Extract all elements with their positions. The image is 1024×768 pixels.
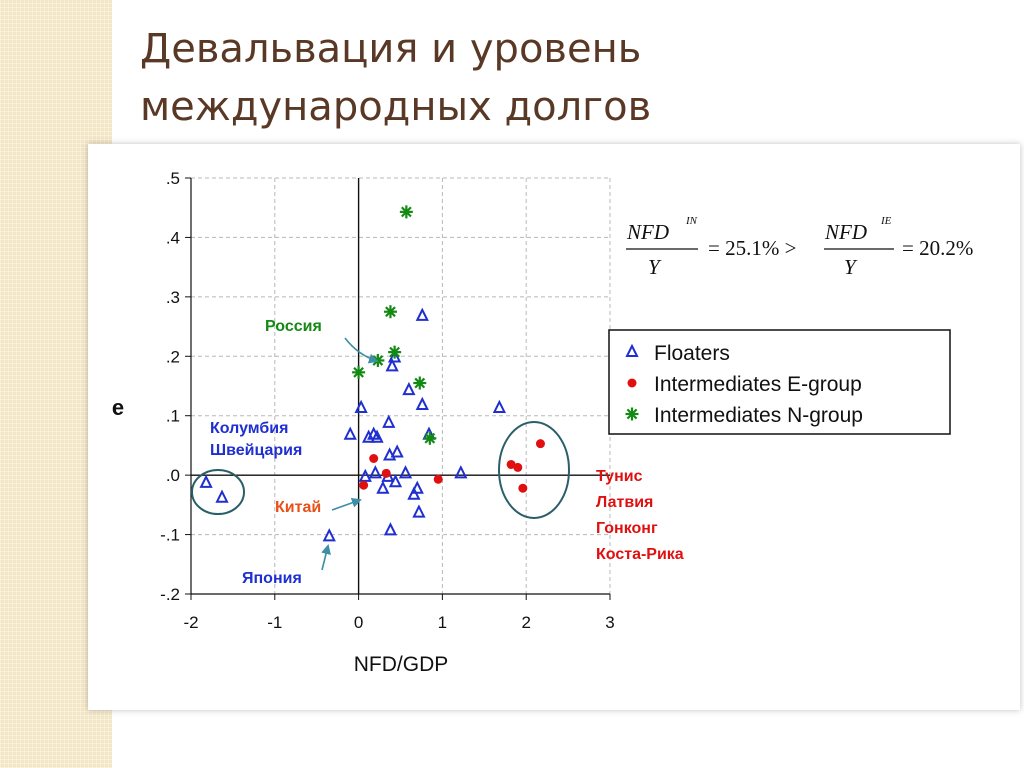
- floater-point: [415, 396, 429, 411]
- e-group-point: [369, 454, 379, 464]
- label-switzerland: Швейцария: [210, 442, 302, 459]
- legend-label: Floaters: [654, 342, 730, 365]
- x-tick-label: 0: [354, 613, 363, 632]
- n-group-point: [423, 431, 437, 445]
- label-japan: Япония: [242, 570, 302, 587]
- floater-point: [322, 528, 336, 542]
- e-group-point: [359, 480, 369, 490]
- floater-point: [412, 504, 426, 518]
- x-tick-label: 2: [521, 613, 530, 632]
- label-tunisia: Тунис: [596, 468, 643, 485]
- legend-marker-star: [625, 407, 639, 421]
- label-colombia: Колумбия: [210, 420, 288, 437]
- ellipse-outliers-right: [498, 421, 570, 519]
- x-tick-label: -2: [183, 613, 198, 632]
- formula-result: = 20.2%: [902, 236, 973, 260]
- floater-point: [368, 465, 382, 479]
- legend: Floaters Intermediates E-group Intermediat…: [608, 329, 951, 435]
- ellipse-outliers-left: [191, 469, 245, 515]
- floater-point: [415, 307, 429, 321]
- axes: [190, 178, 610, 595]
- y-tick-label: -.2: [160, 585, 180, 604]
- y-tick-label: .2: [166, 347, 180, 366]
- n-group-point: [399, 205, 413, 219]
- y-tick-label: .0: [166, 466, 180, 485]
- label-hongkong: Гонконг: [596, 520, 658, 537]
- x-tick-label: -1: [267, 613, 282, 632]
- slide-title-line-1: Девальвация и уровень: [140, 26, 642, 72]
- legend-marker-circle: [627, 378, 637, 388]
- e-group-point: [513, 462, 523, 472]
- e-group-point: [518, 483, 528, 493]
- n-group-point: [352, 365, 366, 379]
- floater-point: [343, 426, 357, 440]
- floater-point: [398, 465, 413, 479]
- label-russia: Россия: [265, 318, 322, 335]
- floater-point: [410, 480, 424, 494]
- formula-superscript-1: IN: [685, 215, 698, 227]
- floater-point: [402, 381, 416, 396]
- e-group-point: [535, 439, 545, 449]
- x-axis-label: NFD/GDP: [354, 653, 449, 676]
- e-group-point: [381, 468, 391, 478]
- y-tick-label: .4: [166, 228, 180, 247]
- floater-point: [358, 468, 372, 482]
- country-annotations: Россия Колумбия Швейцария Китай Япония Т…: [210, 318, 684, 587]
- legend-items: Floaters Intermediates E-group Intermediat…: [625, 342, 863, 427]
- data-points: [199, 205, 545, 542]
- floater-point: [215, 489, 229, 503]
- y-tick-label: -.1: [160, 526, 180, 545]
- n-group-point: [388, 345, 402, 359]
- legend-marker-triangle: [625, 343, 639, 357]
- floater-point: [354, 399, 368, 413]
- arrow-japan: [321, 544, 331, 571]
- x-tick-label: 3: [605, 613, 614, 632]
- tick-labels: .5 .4 .3 .2 .1 .0 -.1 -.2-2 -1 0 1 2 3: [160, 169, 615, 632]
- label-costarica: Коста-Рика: [596, 546, 684, 563]
- y-axis-label: e: [112, 395, 124, 420]
- n-group-point: [413, 376, 427, 390]
- floater-point: [388, 349, 402, 363]
- floater-point: [199, 474, 213, 488]
- floater-point: [492, 399, 507, 413]
- floater-point: [370, 429, 384, 443]
- formula-superscript-2: IE: [880, 215, 892, 227]
- y-tick-label: .1: [166, 407, 180, 426]
- slide-title-line-2: международных долгов: [140, 84, 652, 130]
- floater-point: [362, 429, 376, 443]
- annotation-arrows: [321, 337, 379, 571]
- label-latvia: Латвия: [596, 494, 653, 511]
- legend-box: [608, 329, 951, 435]
- arrow-russia: [344, 337, 379, 364]
- floater-point: [383, 522, 398, 536]
- e-group-point: [506, 459, 516, 469]
- formula: NFD IN Y = 25.1% > NFD IE Y = 20.2%: [626, 215, 973, 279]
- n-group-point: [383, 305, 397, 319]
- x-tick-label: 1: [438, 613, 447, 632]
- formula-denominator-1: Y: [648, 255, 662, 279]
- formula-middle: = 25.1% >: [708, 236, 796, 260]
- formula-numerator-1: NFD: [626, 220, 669, 244]
- floater-point: [454, 465, 468, 479]
- floater-point: [385, 358, 399, 372]
- formula-numerator-2: NFD: [824, 220, 867, 244]
- y-tick-label: .5: [166, 169, 180, 188]
- floater-point: [382, 414, 396, 428]
- slide-title: Девальвация и уровень международных долг…: [140, 20, 651, 136]
- floater-point: [390, 444, 404, 458]
- grid-lines: [191, 177, 611, 594]
- y-tick-label: .3: [166, 288, 180, 307]
- label-china: Китай: [275, 499, 321, 516]
- legend-label: Intermediates N-group: [654, 404, 863, 427]
- formula-denominator-2: Y: [844, 255, 858, 279]
- arrow-china: [331, 497, 362, 511]
- floater-point: [376, 480, 390, 494]
- legend-label: Intermediates E-group: [654, 373, 862, 396]
- e-group-point: [433, 474, 443, 484]
- highlight-ellipses: [191, 421, 570, 519]
